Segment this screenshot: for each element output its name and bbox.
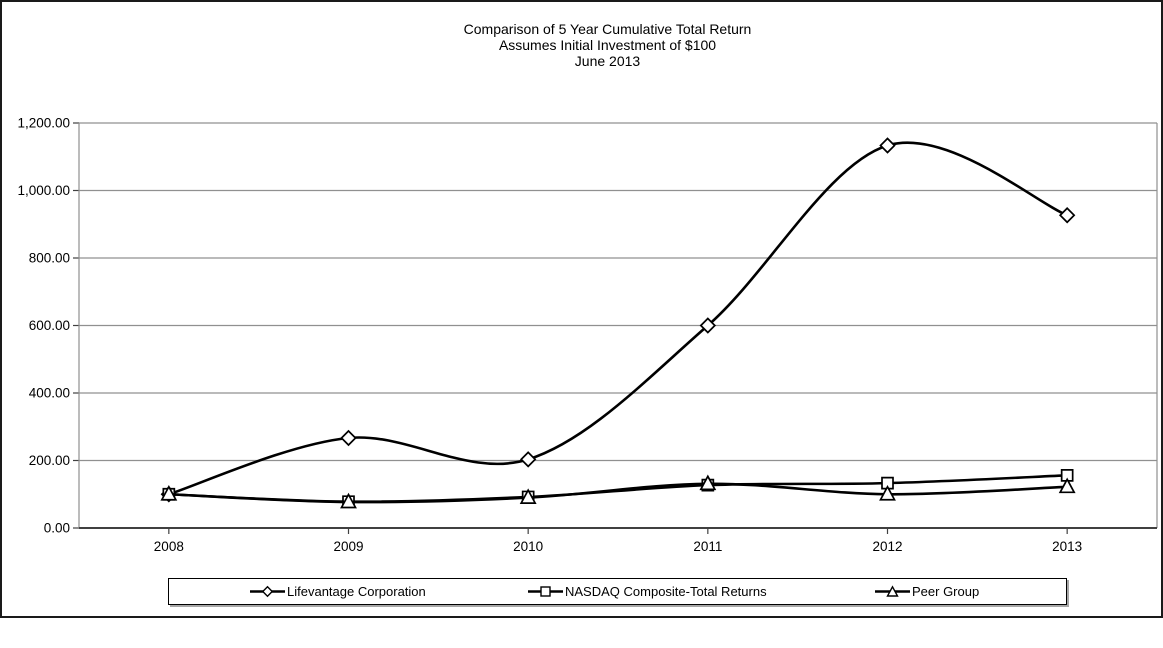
y-tick-label: 0.00: [44, 521, 70, 536]
x-tick-label: 2012: [872, 539, 902, 554]
diamond-data-marker: [879, 137, 896, 154]
legend-entry-peer-group: Peer Group: [874, 579, 979, 604]
triangle-data-marker: [160, 484, 178, 501]
x-tick-label: 2011: [693, 539, 722, 554]
y-tick-label: 200.00: [29, 453, 70, 468]
triangle-data-marker: [519, 488, 537, 504]
y-axis-labels: 0.00 200.00 400.00 600.00 800.00 1,000.00 1,20…: [17, 116, 70, 536]
triangle-data-marker: [699, 474, 717, 491]
diamond-marker-icon: [250, 585, 285, 598]
triangle-data-marker: [879, 484, 896, 501]
gridlines: [73, 122, 1157, 529]
diamond-data-marker: [340, 429, 357, 447]
diamond-data-marker: [519, 451, 537, 468]
chart-title-line2: Assumes Initial Investment of $100: [498, 37, 717, 53]
triangle-data-marker: [1058, 477, 1076, 494]
chart-title: Comparison of 5 Year Cumulative Total Re…: [75, 21, 1140, 69]
chart-title-line1: Comparison of 5 Year Cumulative Total Re…: [463, 21, 752, 37]
x-tick-label: 2008: [154, 539, 184, 554]
series-line-lifevantage-corporation: [168, 141, 1068, 496]
legend-label: Lifevantage Corporation: [287, 584, 426, 599]
y-tick-label: 400.00: [29, 386, 70, 401]
square-marker-icon: [528, 586, 563, 597]
legend-label: Peer Group: [912, 584, 980, 599]
y-tick-label: 800.00: [29, 251, 70, 266]
y-tick-label: 600.00: [29, 318, 70, 333]
chart-title-line3: June 2013: [574, 53, 641, 69]
square-data-marker: [881, 476, 894, 490]
series-line-peer-group: [168, 482, 1068, 504]
triangle-marker-icon: [875, 585, 910, 597]
x-tick-label: 2013: [1052, 539, 1082, 554]
cumulative-return-line-chart: 0.00 200.00 400.00 600.00 800.00 1,000.00 1,20…: [17, 116, 1158, 554]
chart-frame: [0, 0, 1163, 618]
x-axis-labels: 2008 2009 2010 2011 2012 2013: [154, 528, 1082, 554]
triangle-data-marker: [340, 492, 357, 509]
x-tick-label: 2009: [333, 539, 363, 554]
series-lifevantage-corporation: [160, 137, 1076, 503]
chart-legend: Lifevantage Corporation NASDAQ Composite…: [168, 578, 1067, 605]
legend-label: NASDAQ Composite-Total Returns: [565, 584, 767, 599]
y-tick-label: 1,200.00: [17, 116, 70, 131]
x-tick-label: 2010: [513, 539, 543, 554]
diamond-data-marker: [1058, 207, 1076, 224]
square-data-marker: [1060, 469, 1074, 482]
y-tick-label: 1,000.00: [17, 183, 70, 198]
diamond-data-marker: [699, 317, 717, 334]
legend-entry-nasdaq: NASDAQ Composite-Total Returns: [527, 579, 767, 604]
series-peer-group: [160, 474, 1076, 509]
legend-entry-lifevantage: Lifevantage Corporation: [249, 579, 426, 604]
